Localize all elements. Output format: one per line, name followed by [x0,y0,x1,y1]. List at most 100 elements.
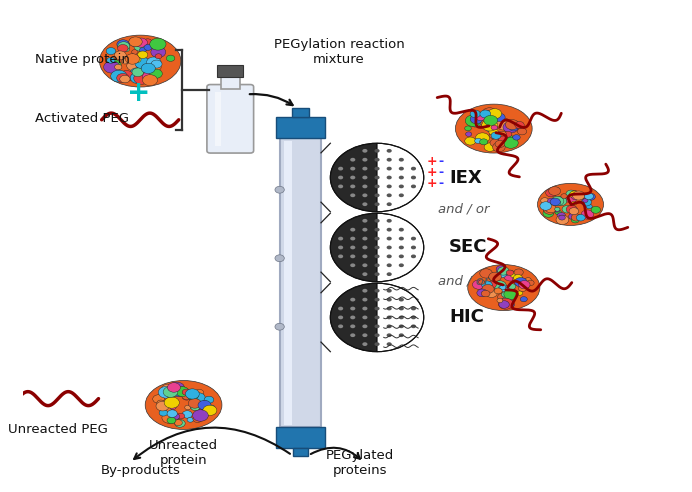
Circle shape [470,115,483,123]
Circle shape [125,54,140,64]
Circle shape [127,61,140,71]
Circle shape [482,284,494,293]
Circle shape [363,184,367,188]
Circle shape [558,215,565,220]
Circle shape [350,193,355,197]
Circle shape [153,395,164,403]
Circle shape [486,289,497,298]
Circle shape [399,315,404,319]
Circle shape [470,110,480,118]
Circle shape [363,228,367,232]
Circle shape [482,108,498,119]
Text: -: - [439,155,444,168]
Circle shape [520,282,529,289]
Circle shape [174,420,182,426]
Circle shape [525,277,531,282]
Circle shape [502,292,509,297]
Circle shape [363,167,367,171]
Circle shape [489,272,502,281]
Circle shape [174,420,185,427]
Circle shape [514,277,527,287]
Circle shape [399,167,404,171]
Circle shape [573,192,582,200]
Circle shape [135,58,151,69]
Circle shape [466,132,472,136]
Circle shape [338,246,343,249]
Circle shape [122,46,129,52]
Circle shape [507,270,513,276]
Circle shape [486,125,495,132]
Circle shape [111,70,127,82]
Circle shape [387,167,392,171]
Circle shape [199,401,210,410]
Circle shape [363,289,367,293]
Circle shape [550,198,561,206]
Circle shape [151,60,162,68]
Circle shape [496,118,512,130]
Text: HIC: HIC [449,308,484,326]
Circle shape [387,158,392,161]
Circle shape [504,271,518,281]
Circle shape [195,390,203,396]
Circle shape [374,315,380,319]
Circle shape [363,315,367,319]
Circle shape [480,111,493,121]
Circle shape [350,246,355,249]
Circle shape [106,48,116,55]
Text: +: + [127,79,151,107]
Circle shape [510,272,518,277]
Circle shape [471,114,482,123]
Circle shape [182,394,191,400]
Circle shape [399,263,404,267]
Text: Activated PEG: Activated PEG [35,112,129,125]
Circle shape [158,386,174,398]
Circle shape [495,270,507,278]
Circle shape [572,195,579,200]
Text: PEGylated
proteins: PEGylated proteins [326,449,394,477]
Circle shape [363,254,367,258]
Circle shape [503,122,518,133]
Circle shape [143,75,158,86]
Circle shape [399,298,404,302]
Circle shape [142,64,154,73]
Circle shape [399,228,404,232]
Circle shape [170,405,176,409]
Circle shape [363,324,367,328]
Circle shape [350,307,355,310]
Circle shape [188,392,198,400]
Circle shape [131,50,138,54]
Circle shape [411,184,416,188]
Circle shape [545,205,556,213]
Circle shape [473,280,485,289]
Circle shape [387,193,392,197]
Circle shape [411,307,416,310]
Circle shape [374,184,380,188]
Circle shape [387,289,392,293]
Text: Native protein: Native protein [35,53,130,65]
Text: +: + [426,166,437,179]
Text: Unreacted PEG: Unreacted PEG [8,423,108,436]
Circle shape [147,57,161,67]
Circle shape [498,267,509,275]
Circle shape [387,307,392,310]
Circle shape [484,143,495,152]
Circle shape [138,51,148,59]
Circle shape [544,208,549,212]
Circle shape [508,284,516,289]
Circle shape [570,191,579,198]
Wedge shape [330,213,377,282]
Circle shape [411,176,416,180]
Circle shape [374,298,380,302]
Text: IEX: IEX [449,168,482,186]
Circle shape [518,128,527,135]
Circle shape [157,400,165,406]
Circle shape [399,193,404,197]
Circle shape [182,389,190,395]
Circle shape [350,228,355,232]
Circle shape [387,334,392,337]
Bar [275,117,325,138]
Text: SEC: SEC [449,239,488,256]
Circle shape [464,126,471,131]
Circle shape [338,167,343,171]
Circle shape [204,396,214,403]
